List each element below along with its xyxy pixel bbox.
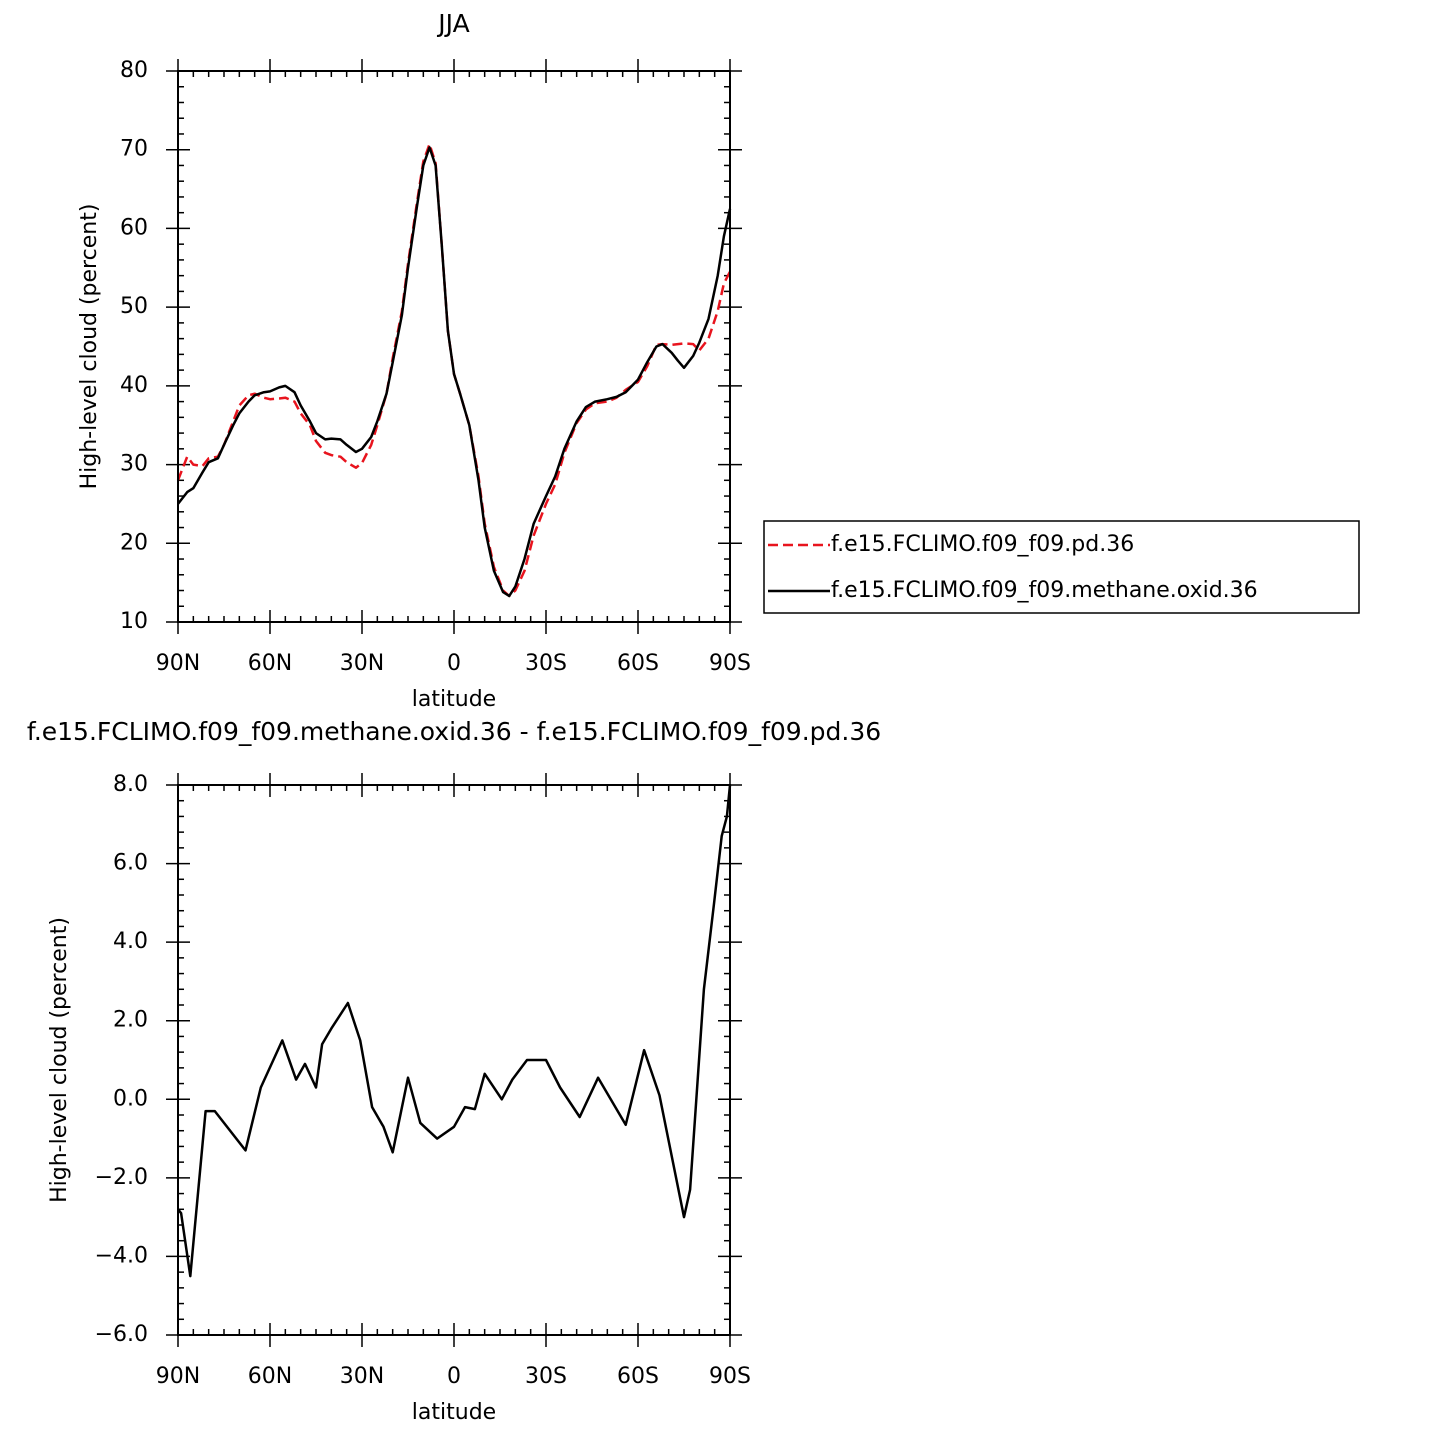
x-tick-label: 90S xyxy=(709,651,751,676)
y-tick-label: 50 xyxy=(120,294,148,319)
x-tick-label: 0 xyxy=(447,651,461,676)
x-axis-label: latitude xyxy=(412,687,496,712)
plot-frame xyxy=(177,70,731,623)
y-tick-label: 4.0 xyxy=(113,929,148,954)
y-axis-label: High-level cloud (percent) xyxy=(47,917,72,1203)
x-tick-label: 30N xyxy=(340,651,384,676)
y-tick-label: 8.0 xyxy=(113,772,148,797)
y-axis-label: High-level cloud (percent) xyxy=(77,204,102,490)
y-tick-label: 10 xyxy=(120,609,148,634)
x-tick-label: 90N xyxy=(156,651,200,676)
x-tick-label: 30S xyxy=(525,651,567,676)
series-line xyxy=(177,784,732,1278)
x-tick-label: 60N xyxy=(248,651,292,676)
legend-label: f.e15.FCLIMO.f09_f09.methane.oxid.36 xyxy=(831,578,1258,603)
x-tick-label: 30S xyxy=(525,1364,567,1389)
x-tick-label: 60N xyxy=(248,1364,292,1389)
x-tick-label: 0 xyxy=(447,1364,461,1389)
y-tick-label: 80 xyxy=(120,58,148,83)
y-tick-label: −4.0 xyxy=(95,1243,148,1268)
y-tick-label: 40 xyxy=(120,373,148,398)
y-tick-label: 60 xyxy=(120,215,148,240)
x-tick-label: 60S xyxy=(617,651,659,676)
x-tick-label: 60S xyxy=(617,1364,659,1389)
y-tick-label: 6.0 xyxy=(113,851,148,876)
y-tick-label: 30 xyxy=(120,452,148,477)
y-tick-label: 2.0 xyxy=(113,1008,148,1033)
y-tick-label: 0.0 xyxy=(113,1086,148,1111)
x-tick-label: 30N xyxy=(340,1364,384,1389)
x-tick-label: 90S xyxy=(709,1364,751,1389)
legend-box xyxy=(763,520,1360,614)
plot-frame xyxy=(177,784,731,1336)
series-line xyxy=(176,142,732,598)
chart-title: JJA xyxy=(436,9,469,38)
y-tick-label: 20 xyxy=(120,530,148,555)
series-line xyxy=(177,146,732,598)
y-tick-label: 70 xyxy=(120,137,148,162)
legend-label: f.e15.FCLIMO.f09_f09.pd.36 xyxy=(831,532,1134,557)
chart-title: f.e15.FCLIMO.f09_f09.methane.oxid.36 - f… xyxy=(27,717,881,746)
y-tick-label: −6.0 xyxy=(95,1322,148,1347)
x-tick-label: 90N xyxy=(156,1364,200,1389)
y-tick-label: −2.0 xyxy=(95,1165,148,1190)
x-axis-label: latitude xyxy=(412,1400,496,1425)
